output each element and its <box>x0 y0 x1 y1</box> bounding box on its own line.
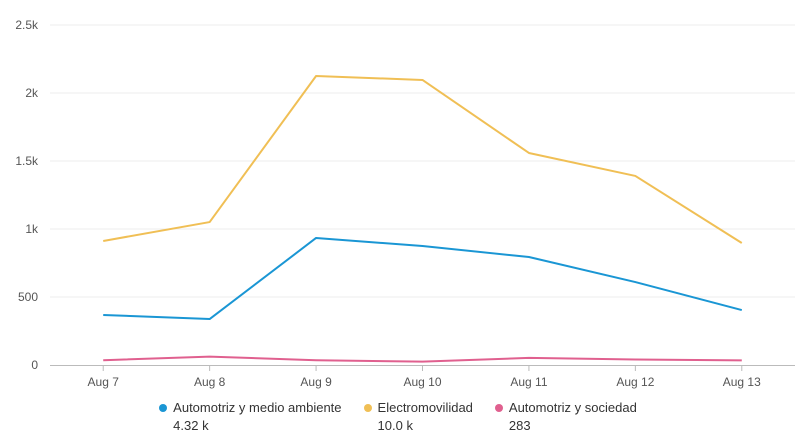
series-line-0 <box>103 236 743 321</box>
y-tick-label: 2.5k <box>15 18 39 32</box>
legend-total: 283 <box>508 418 531 433</box>
legend-total: 4.32 k <box>173 418 209 433</box>
x-tick-label: Aug 13 <box>723 375 761 389</box>
legend-dot-icon <box>363 403 372 412</box>
legend-dot-icon <box>494 403 503 412</box>
x-tick-label: Aug 12 <box>616 375 654 389</box>
x-tick-label: Aug 7 <box>88 375 120 389</box>
y-tick-label: 1.5k <box>15 154 39 168</box>
legend-label: Electromovilidad <box>377 400 473 415</box>
legend-item[interactable]: Electromovilidad 10.0 k <box>363 400 473 433</box>
x-tick-label: Aug 8 <box>194 375 226 389</box>
x-tick-label: Aug 9 <box>300 375 332 389</box>
x-tick-label: Aug 10 <box>403 375 441 389</box>
legend-label: Automotriz y sociedad <box>508 400 637 415</box>
line-chart: 0 500 1k 1.5k 2k 2.5k Aug 7 Aug 8 Aug 9 Aug 10 Aug… <box>15 18 795 389</box>
legend-item[interactable]: Automotriz y medio ambiente 4.32 k <box>159 400 342 433</box>
legend-dot-icon <box>159 403 168 412</box>
y-tick-label: 1k <box>25 222 39 236</box>
series-line-1 <box>103 75 743 244</box>
legend-label: Automotriz y medio ambiente <box>173 400 342 415</box>
legend-total: 10.0 k <box>377 418 413 433</box>
series-line-2 <box>103 355 742 363</box>
x-tick-label: Aug 11 <box>510 375 547 389</box>
legend-item[interactable]: Automotriz y sociedad 283 <box>494 400 637 433</box>
y-tick-label: 2k <box>25 86 39 100</box>
y-tick-label: 500 <box>18 290 38 304</box>
y-tick-label: 0 <box>31 358 38 372</box>
legend: Automotriz y medio ambiente 4.32 k Electro… <box>0 400 796 433</box>
